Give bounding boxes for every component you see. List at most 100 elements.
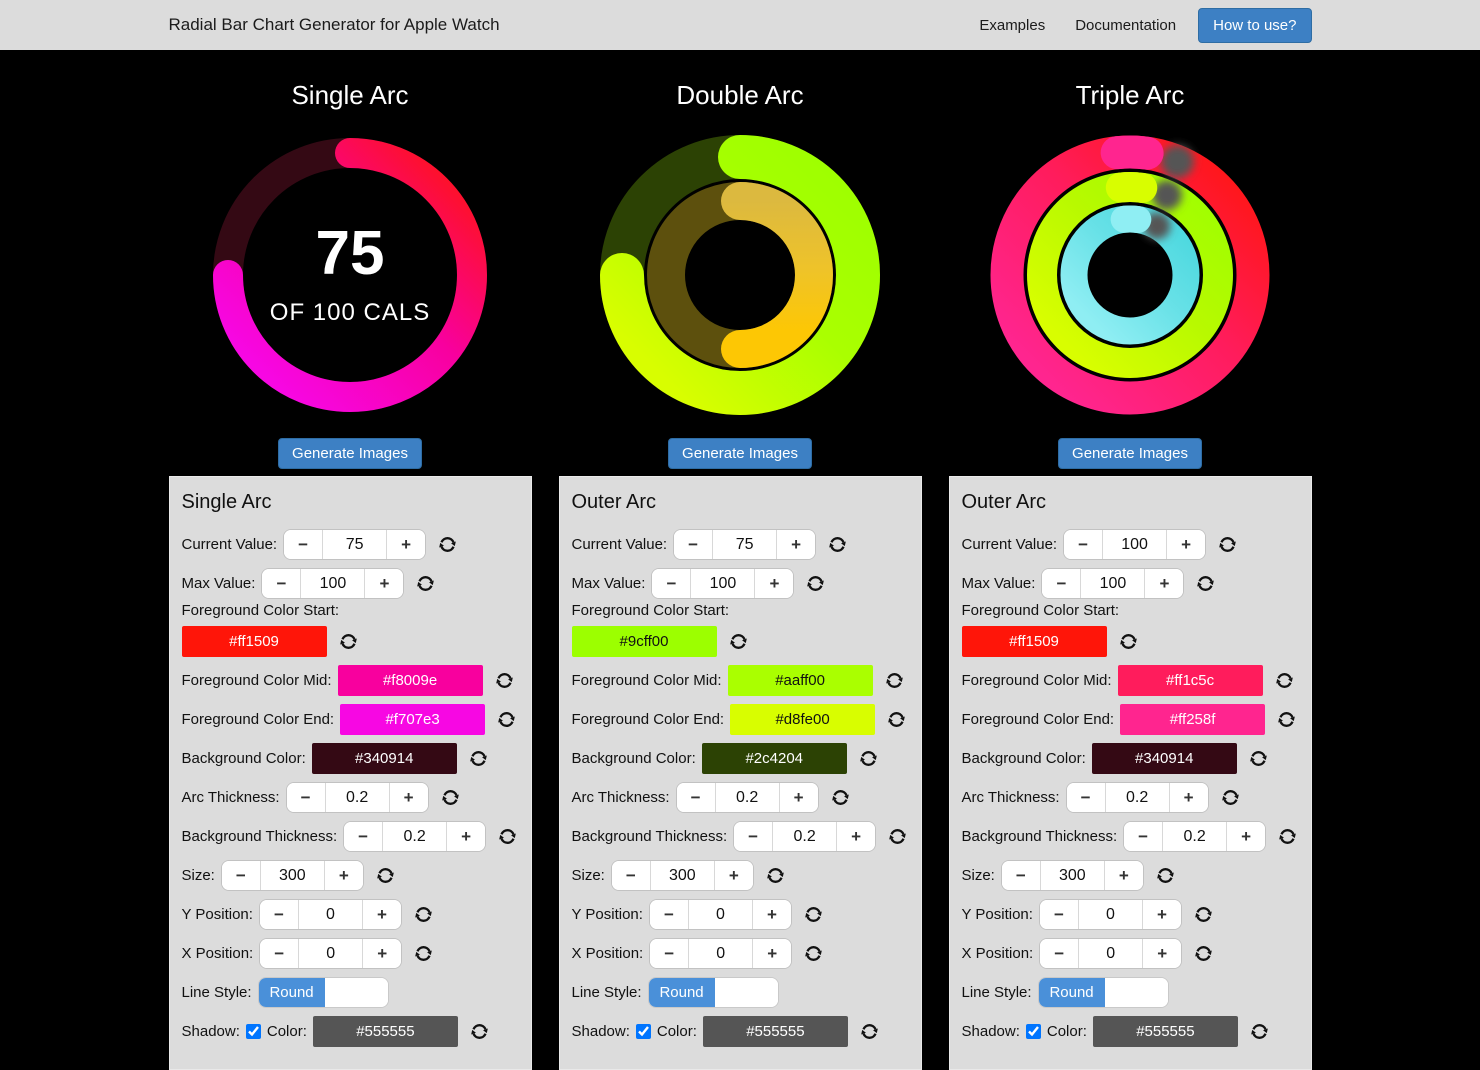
value-field[interactable]: 100 <box>319 574 347 592</box>
shadow-checkbox[interactable] <box>635 1024 651 1039</box>
increment-button[interactable]: + <box>778 783 818 812</box>
increment-button[interactable]: + <box>752 939 792 968</box>
decrement-button[interactable]: − <box>221 861 261 890</box>
increment-button[interactable]: + <box>754 569 794 598</box>
line-style-toggle[interactable]: Round <box>647 977 779 1008</box>
decrement-button[interactable]: − <box>611 861 651 890</box>
decrement-button[interactable]: − <box>259 900 299 929</box>
value-field[interactable]: 75 <box>345 535 364 553</box>
color-swatch[interactable]: #f707e3 <box>340 704 486 735</box>
refresh-icon[interactable] <box>1250 1022 1269 1041</box>
value-field[interactable]: 75 <box>735 535 754 553</box>
decrement-button[interactable]: − <box>676 783 716 812</box>
blank-segment[interactable] <box>714 978 778 1007</box>
nav-documentation[interactable]: Documentation <box>1075 16 1177 34</box>
decrement-button[interactable]: − <box>286 783 326 812</box>
round-segment[interactable]: Round <box>258 978 325 1007</box>
color-swatch[interactable]: #ff258f <box>1120 704 1266 735</box>
increment-button[interactable]: + <box>362 939 402 968</box>
value-field[interactable]: 0.2 <box>1183 827 1206 845</box>
refresh-icon[interactable] <box>498 827 517 846</box>
decrement-button[interactable]: − <box>1124 822 1164 851</box>
shadow-checkbox[interactable] <box>1025 1024 1041 1039</box>
color-swatch[interactable]: #340914 <box>311 743 457 774</box>
increment-button[interactable]: + <box>713 861 753 890</box>
blank-segment[interactable] <box>324 978 388 1007</box>
increment-button[interactable]: + <box>446 822 486 851</box>
color-swatch[interactable]: #340914 <box>1091 743 1237 774</box>
decrement-button[interactable]: − <box>649 900 689 929</box>
color-swatch[interactable]: #ff1c5c <box>1117 665 1263 696</box>
color-swatch[interactable]: #ff1509 <box>961 626 1107 657</box>
value-field[interactable]: 100 <box>709 574 737 592</box>
generate-images-button[interactable]: Generate Images <box>1058 438 1202 469</box>
refresh-icon[interactable] <box>414 905 433 924</box>
decrement-button[interactable]: − <box>674 530 714 559</box>
value-field[interactable]: 100 <box>1099 574 1127 592</box>
value-field[interactable]: 0.2 <box>1125 788 1149 806</box>
refresh-icon[interactable] <box>729 632 748 651</box>
value-field[interactable]: 0.2 <box>345 788 369 806</box>
color-swatch[interactable]: #9cff00 <box>571 626 717 657</box>
increment-button[interactable]: + <box>361 900 401 929</box>
generate-images-button[interactable]: Generate Images <box>668 438 812 469</box>
decrement-button[interactable]: − <box>284 530 324 559</box>
refresh-icon[interactable] <box>416 574 435 593</box>
refresh-icon[interactable] <box>1278 827 1297 846</box>
decrement-button[interactable]: − <box>1066 783 1106 812</box>
decrement-button[interactable]: − <box>1039 900 1079 929</box>
value-field[interactable]: 0.2 <box>735 788 759 806</box>
increment-button[interactable]: + <box>776 530 816 559</box>
color-swatch[interactable]: #555555 <box>702 1016 848 1047</box>
refresh-icon[interactable] <box>1194 905 1213 924</box>
value-field[interactable]: 0 <box>326 944 336 962</box>
refresh-icon[interactable] <box>831 788 850 807</box>
refresh-icon[interactable] <box>470 1022 489 1041</box>
value-field[interactable]: 100 <box>1121 535 1148 553</box>
refresh-icon[interactable] <box>497 710 516 729</box>
refresh-icon[interactable] <box>1119 632 1138 651</box>
nav-examples[interactable]: Examples <box>979 16 1046 34</box>
color-swatch[interactable]: #d8fe00 <box>730 704 876 735</box>
color-swatch[interactable]: #2c4204 <box>701 743 847 774</box>
refresh-icon[interactable] <box>1196 574 1215 593</box>
line-style-toggle[interactable]: Round <box>1037 977 1169 1008</box>
decrement-button[interactable]: − <box>1001 861 1041 890</box>
increment-button[interactable]: + <box>386 530 426 559</box>
refresh-icon[interactable] <box>495 671 514 690</box>
refresh-icon[interactable] <box>414 944 433 963</box>
refresh-icon[interactable] <box>1221 788 1240 807</box>
color-swatch[interactable]: #ff1509 <box>181 626 327 657</box>
refresh-icon[interactable] <box>804 905 823 924</box>
refresh-icon[interactable] <box>1277 710 1296 729</box>
increment-button[interactable]: + <box>751 900 791 929</box>
increment-button[interactable]: + <box>323 861 363 890</box>
increment-button[interactable]: + <box>388 783 428 812</box>
refresh-icon[interactable] <box>1194 944 1213 963</box>
increment-button[interactable]: + <box>1141 900 1181 929</box>
decrement-button[interactable]: − <box>1040 939 1080 968</box>
increment-button[interactable]: + <box>1166 530 1206 559</box>
value-field[interactable]: 300 <box>279 866 306 884</box>
value-field[interactable]: 0 <box>325 905 335 923</box>
refresh-icon[interactable] <box>804 944 823 963</box>
refresh-icon[interactable] <box>469 749 488 768</box>
color-swatch[interactable]: #555555 <box>1092 1016 1238 1047</box>
refresh-icon[interactable] <box>859 749 878 768</box>
value-field[interactable]: 0 <box>1105 905 1115 923</box>
decrement-button[interactable]: − <box>650 939 690 968</box>
decrement-button[interactable]: − <box>260 939 300 968</box>
increment-button[interactable]: + <box>1226 822 1266 851</box>
value-field[interactable]: 300 <box>1059 866 1086 884</box>
round-segment[interactable]: Round <box>1038 978 1105 1007</box>
refresh-icon[interactable] <box>766 866 785 885</box>
value-field[interactable]: 0 <box>716 944 726 962</box>
color-swatch[interactable]: #aaff00 <box>727 665 873 696</box>
color-swatch[interactable]: #555555 <box>312 1016 458 1047</box>
how-to-use-button[interactable]: How to use? <box>1198 7 1312 43</box>
decrement-button[interactable]: − <box>734 822 774 851</box>
refresh-icon[interactable] <box>806 574 825 593</box>
decrement-button[interactable]: − <box>262 569 302 598</box>
increment-button[interactable]: + <box>836 822 876 851</box>
refresh-icon[interactable] <box>1249 749 1268 768</box>
